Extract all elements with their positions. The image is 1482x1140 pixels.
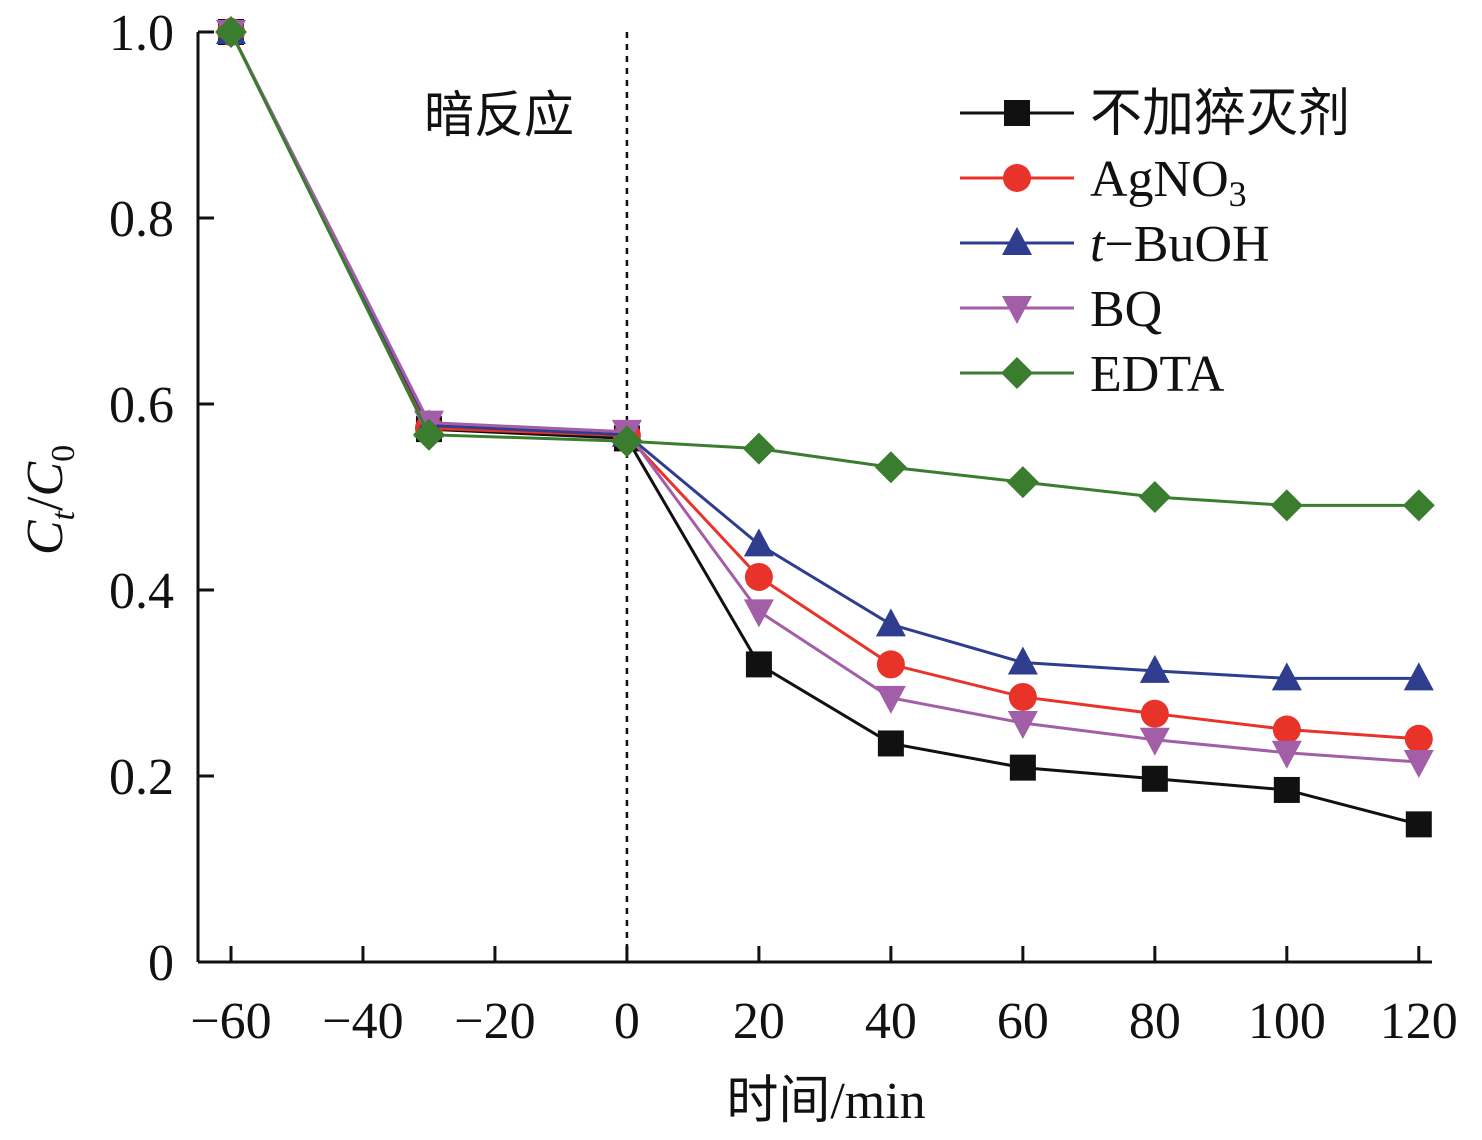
series-4: [214, 16, 1435, 522]
data-point: [1009, 754, 1036, 781]
legend-marker: [1002, 296, 1032, 324]
data-point: [1007, 646, 1038, 675]
legend-entry: 不加猝灭剂: [960, 86, 1350, 143]
data-point: [1270, 489, 1303, 522]
x-tick-label: −60: [190, 993, 271, 1050]
x-tick-label: −40: [322, 993, 403, 1050]
data-point: [412, 418, 445, 451]
data-point: [610, 425, 643, 458]
data-point: [876, 650, 905, 679]
data-point: [1008, 682, 1037, 711]
data-point: [875, 608, 906, 637]
legend-marker: [1001, 357, 1033, 389]
y-tick-label: 0.4: [109, 563, 174, 620]
data-point: [1271, 662, 1302, 691]
y-tick-labels: 0 0.2 0.4 0.6 0.8 1.0: [109, 5, 174, 992]
legend-label-italic: t: [1090, 216, 1106, 273]
y-axis-title-sep: /: [17, 496, 74, 511]
x-tick-label: 20: [733, 993, 785, 1050]
data-point: [1271, 740, 1302, 769]
y-tick-label: 1.0: [109, 5, 174, 62]
y-axis-title-c2: C: [17, 461, 74, 497]
data-point: [877, 730, 904, 757]
x-tick-labels: −60 −40 −20 0 20 40 60 80 100 120: [190, 993, 1457, 1050]
x-tick-label: 100: [1248, 993, 1326, 1050]
data-point: [1272, 715, 1301, 744]
data-point: [874, 451, 907, 484]
data-point: [1141, 765, 1168, 792]
legend-entry: t−BuOH: [960, 216, 1270, 273]
data-point: [743, 528, 774, 557]
x-axis-title: 时间/min: [726, 1073, 925, 1130]
legend-entry: EDTA: [960, 346, 1225, 403]
series-group: [214, 16, 1435, 838]
y-tick-label: 0: [148, 935, 174, 992]
data-point: [1007, 710, 1038, 739]
y-axis-title-sub-t: t: [45, 509, 82, 520]
legend-label-subscript: 3: [1229, 174, 1247, 214]
y-axis-title-c1: C: [17, 519, 74, 555]
legend-label: AgNO3: [1090, 151, 1247, 214]
data-point: [214, 16, 247, 48]
legend-label: EDTA: [1090, 346, 1225, 403]
data-point: [1403, 662, 1434, 691]
data-point: [1402, 489, 1435, 522]
annotation-dark-reaction: 暗反应: [424, 87, 574, 143]
legend-entry: BQ: [960, 281, 1162, 338]
legend-marker: [1004, 100, 1030, 126]
y-tick-label: 0.8: [109, 191, 174, 248]
x-tick-label: 120: [1380, 993, 1458, 1050]
x-tick-label: 40: [865, 993, 917, 1050]
x-tick-label: 0: [614, 993, 640, 1050]
y-axis-title: Ct/C0: [17, 445, 82, 555]
data-point: [1403, 750, 1434, 779]
data-point: [1138, 481, 1171, 513]
x-tick-label: 80: [1129, 993, 1181, 1050]
legend-label: t−BuOH: [1090, 216, 1270, 273]
x-tick-label: −20: [454, 993, 535, 1050]
legend-entry: AgNO3: [960, 151, 1247, 214]
data-point: [1273, 776, 1300, 803]
axes: [196, 30, 1432, 964]
data-point: [1140, 699, 1169, 728]
series-line: [229, 31, 1420, 826]
data-point: [1006, 466, 1039, 499]
y-tick-label: 0.6: [109, 377, 174, 434]
data-point: [743, 599, 774, 628]
data-point: [744, 562, 773, 591]
data-point: [875, 685, 906, 714]
legend-label: 不加猝灭剂: [1090, 86, 1350, 143]
legend-label-text: EDTA: [1090, 346, 1225, 403]
data-point: [742, 432, 775, 465]
legend-label-text: 不加猝灭剂: [1090, 86, 1350, 143]
x-tick-label: 60: [997, 993, 1049, 1050]
legend-label-text: BQ: [1090, 281, 1162, 338]
legend-marker: [1002, 227, 1032, 255]
data-point: [745, 651, 772, 678]
y-tick-label: 0.2: [109, 749, 174, 806]
legend-label: BQ: [1090, 281, 1162, 338]
legend-label-text: −BuOH: [1104, 216, 1269, 273]
y-axis-title-sub-0: 0: [45, 445, 82, 462]
data-point: [1139, 727, 1170, 756]
data-point: [1404, 724, 1433, 753]
legend-label-text: AgNO: [1090, 151, 1229, 208]
data-point: [1405, 811, 1432, 838]
data-point: [1139, 654, 1170, 683]
legend-marker: [1003, 164, 1031, 192]
